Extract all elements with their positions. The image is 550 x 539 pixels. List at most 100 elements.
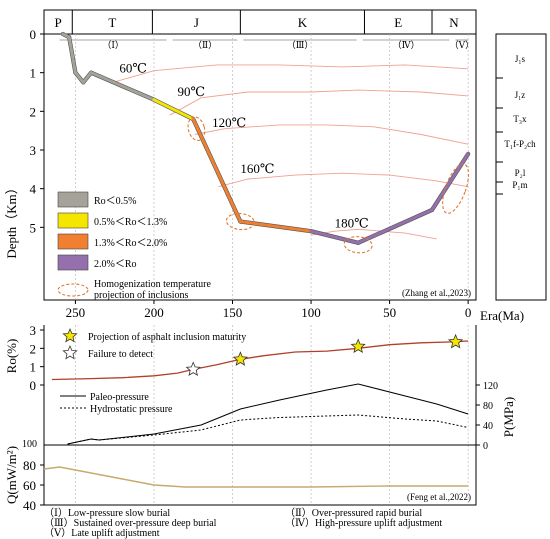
heat-flow-tick-label: 40 bbox=[23, 498, 36, 513]
era-tick-label: 100 bbox=[301, 305, 321, 320]
strat-column-frame bbox=[495, 33, 547, 301]
burial-plot-frame bbox=[43, 9, 477, 301]
era-tick-label: 250 bbox=[66, 305, 86, 320]
pressure-legend-label: Paleo-pressure bbox=[90, 392, 149, 403]
stage-label: （Ⅱ） bbox=[193, 40, 217, 50]
pressure-left-label: 100 bbox=[22, 439, 37, 450]
strat-label: J₁z bbox=[515, 90, 526, 100]
legend-failure-label: Failure to detect bbox=[88, 349, 153, 360]
period-label-J: J bbox=[194, 15, 199, 30]
ro-tick-label: 1 bbox=[30, 360, 37, 375]
stage-note-2: （Ⅱ）Over-pressured rapid burial bbox=[285, 507, 422, 519]
stage-label: （Ⅴ） bbox=[450, 40, 475, 50]
legend-swatch-r05_13 bbox=[57, 212, 89, 229]
strat-label: P₂l bbox=[515, 168, 526, 178]
heat-flow-panel: 40 60 80 Q(mW/m²) (Feng et al.,2022) bbox=[4, 444, 477, 513]
inclusion-projection-ellipse bbox=[187, 116, 206, 142]
heat-flow-tick-label: 80 bbox=[23, 458, 36, 473]
stage-label: （Ⅳ） bbox=[393, 40, 420, 50]
feng-source-note: (Feng et al.,2022) bbox=[407, 492, 471, 502]
burial-curve-segment bbox=[67, 35, 77, 75]
stage-label: （Ⅲ） bbox=[287, 40, 314, 50]
period-label-P: P bbox=[55, 15, 62, 30]
pressure-axis-label: P(MPa) bbox=[501, 397, 516, 437]
era-tick-label: 0 bbox=[465, 305, 472, 320]
burial-curve-segment bbox=[152, 98, 195, 121]
strat-label: T₁f-P₂ch bbox=[504, 139, 536, 149]
isotherm-label: 90℃ bbox=[178, 84, 206, 99]
legend-label-r13_20: 1.3%＜Ro＜2.0% bbox=[94, 238, 167, 249]
ro-panel: 0 1 2 3 Projection of asphalt inclusion mat… bbox=[4, 323, 477, 505]
ro-curve bbox=[51, 340, 469, 381]
ro-tick-label: 0 bbox=[30, 378, 37, 393]
ro-tick-label: 3 bbox=[30, 323, 37, 338]
legend-swatch-lt05 bbox=[57, 191, 89, 208]
zhang-source-note: (Zhang et al.,2023) bbox=[402, 288, 471, 298]
pressure-tick-label: 80 bbox=[483, 401, 493, 412]
strat-label: J₁s bbox=[515, 54, 526, 64]
stage-label: （Ⅰ） bbox=[102, 40, 124, 50]
depth-tick-label: 5 bbox=[30, 220, 37, 235]
asphalt-maturity-star bbox=[232, 351, 248, 366]
isotherm-line bbox=[218, 172, 469, 188]
inclusion-projection-ellipse bbox=[225, 212, 255, 231]
heat-flow-tick-label: 60 bbox=[23, 478, 36, 493]
isotherm-line bbox=[311, 228, 437, 240]
legend-swatch-gt20 bbox=[57, 254, 89, 271]
isotherm-line bbox=[112, 64, 469, 83]
burial-curve-segment bbox=[356, 208, 434, 245]
failure-to-detect-star bbox=[185, 361, 201, 376]
depth-tick-label: 4 bbox=[30, 182, 37, 197]
legend-failure-star bbox=[62, 344, 78, 360]
asphalt-maturity-star bbox=[447, 333, 464, 349]
isotherm-label: 180℃ bbox=[335, 215, 369, 230]
period-label-N: N bbox=[449, 15, 459, 30]
heat-flow-curve bbox=[43, 466, 469, 488]
era-tick-label: 200 bbox=[144, 305, 164, 320]
stage-note-4: （Ⅳ）High-pressure uplift adjustment bbox=[285, 517, 442, 529]
heat-flow-frame bbox=[43, 444, 477, 506]
ro-legend: Ro＜0.5% 0.5%＜Ro＜1.3% 1.3%＜Ro＜2.0% 2.0%＜Ro Ho… bbox=[57, 191, 211, 301]
paleo-pressure-line bbox=[67, 383, 469, 445]
burial-curve-segment bbox=[191, 117, 242, 224]
depth-tick-label: 2 bbox=[30, 104, 37, 119]
isotherm-line bbox=[194, 124, 469, 145]
isotherm-line bbox=[169, 89, 469, 116]
legend-label-gt20: 2.0%＜Ro bbox=[94, 259, 137, 270]
isotherm-label: 120℃ bbox=[212, 115, 246, 130]
isotherm-label: 160℃ bbox=[240, 161, 274, 176]
burial-curve-segment bbox=[430, 152, 470, 212]
era-tick-label: 50 bbox=[383, 305, 396, 320]
legend-inclusion-line1: Homogenization temperature bbox=[94, 279, 211, 290]
depth-tick-label: 3 bbox=[30, 143, 37, 158]
stage-note-5: （Ⅴ）Late uplift adjustment bbox=[44, 527, 160, 539]
pressure-legend-label: Hydrostatic pressure bbox=[90, 404, 173, 415]
isotherm-label: 60℃ bbox=[119, 61, 147, 76]
stage-notes: （Ⅰ）Low-pressure slow burial （Ⅱ）Over-pres… bbox=[44, 507, 442, 539]
inclusion-projection-ellipse bbox=[343, 236, 373, 254]
hydrostatic-pressure-line bbox=[67, 414, 469, 445]
ro-axis-label: Ro(%) bbox=[4, 339, 19, 374]
legend-label-r05_13: 0.5%＜Ro＜1.3% bbox=[94, 217, 167, 228]
pressure-tick-label: 120 bbox=[483, 381, 498, 392]
legend-inclusion-line2: projection of inclusions bbox=[94, 290, 189, 301]
stratigraphic-column: J₁s J₁z T₃x T₁f-P₂ch P₂l P₁m bbox=[495, 33, 547, 301]
heat-flow-axis-label: Q(mW/m²) bbox=[4, 446, 19, 504]
era-tick-label: 150 bbox=[223, 305, 243, 320]
depth-tick-label: 1 bbox=[30, 66, 37, 81]
strat-label: P₁m bbox=[512, 180, 527, 190]
period-label-K: K bbox=[298, 15, 308, 30]
burial-curve-segment bbox=[73, 71, 85, 84]
stage-note-3: （Ⅲ）Sustained over-pressure deep burial bbox=[44, 517, 217, 529]
legend-asphalt-star bbox=[62, 327, 78, 343]
burial-curve-segment bbox=[89, 71, 156, 102]
burial-curve-segment bbox=[81, 71, 93, 84]
legend-asphalt-label: Projection of asphalt inclusion maturity bbox=[88, 332, 246, 343]
depth-axis-label: Depth（Km） bbox=[4, 181, 19, 258]
inclusion-projection-ellipse bbox=[442, 163, 470, 214]
pressure-tick-label: 40 bbox=[483, 421, 493, 432]
pressure-tick-label: 0 bbox=[483, 441, 488, 452]
era-axis-label: Era(Ma) bbox=[480, 308, 524, 323]
ro-tick-label: 2 bbox=[30, 341, 37, 356]
